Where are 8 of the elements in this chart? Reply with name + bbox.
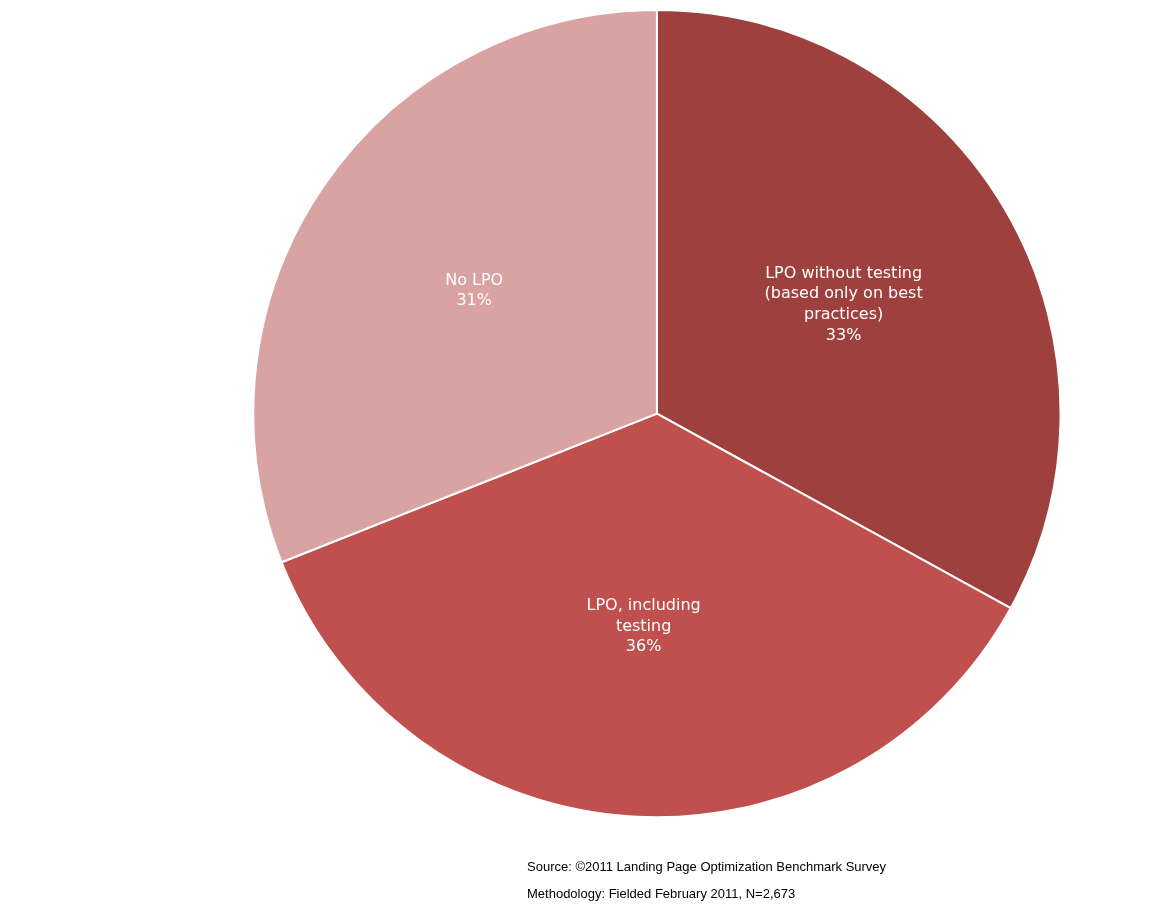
- data-label: 31%: [456, 290, 492, 310]
- source-note: Source: ©2011 Landing Page Optimization Benchmark Survey: [527, 859, 887, 874]
- data-label: 33%: [825, 324, 862, 344]
- data-label: 36%: [625, 636, 662, 656]
- slice-label: LPO without testing (based only on best practices): [764, 262, 923, 324]
- text: Methodology: Fielded February 2011, N=2,673: [527, 886, 796, 901]
- slice-label: LPO, including testing: [586, 594, 701, 635]
- slice-label: No LPO: [445, 269, 504, 289]
